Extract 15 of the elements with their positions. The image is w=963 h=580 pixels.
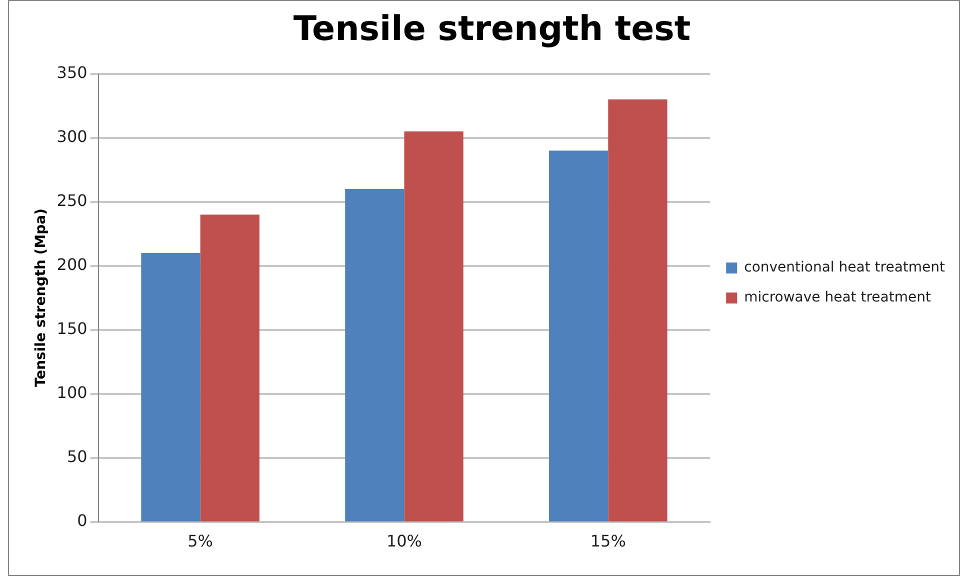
- y-tick-label: 50: [66, 446, 88, 466]
- y-tick-label: 200: [56, 254, 88, 274]
- y-tick-label: 150: [56, 318, 88, 338]
- x-tick-label: 10%: [386, 532, 422, 551]
- y-tick-label: 0: [77, 510, 88, 530]
- y-tick-label: 100: [56, 382, 88, 402]
- legend-label: conventional heat treatment: [744, 260, 946, 276]
- legend-label: microwave heat treatment: [744, 290, 932, 306]
- chart-title: Tensile strength test: [293, 9, 691, 50]
- y-tick-label: 250: [56, 190, 88, 210]
- y-tick-label: 300: [56, 126, 88, 146]
- x-tick-label: 15%: [590, 532, 626, 551]
- x-tick-label: 5%: [188, 532, 213, 551]
- y-axis-title: Tensile strength (Mpa): [33, 208, 50, 388]
- y-tick-label: 350: [56, 62, 88, 82]
